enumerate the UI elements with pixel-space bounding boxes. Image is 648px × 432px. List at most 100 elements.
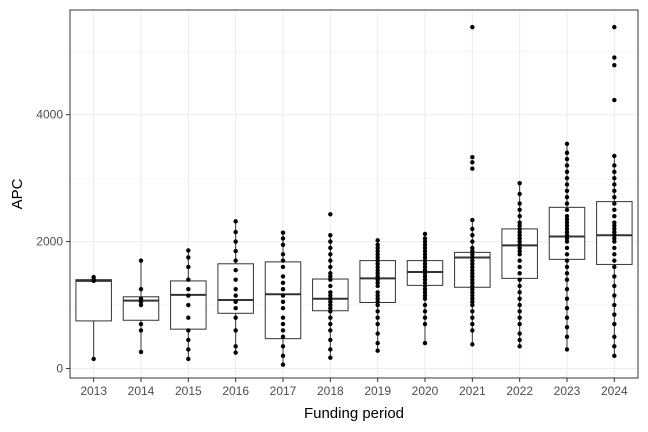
data-point	[422, 315, 428, 320]
data-point	[470, 217, 475, 223]
data-point	[233, 315, 238, 320]
data-point	[564, 236, 570, 241]
data-point	[612, 353, 617, 358]
data-point	[422, 286, 428, 292]
data-point	[138, 296, 144, 301]
data-point	[564, 150, 570, 155]
data-point	[422, 236, 428, 241]
data-point	[280, 230, 286, 235]
x-tick-label: 2016	[222, 384, 249, 398]
x-tick-label: 2015	[175, 384, 202, 398]
data-point	[375, 258, 380, 263]
data-point	[280, 344, 286, 349]
data-point	[186, 255, 191, 260]
data-point	[422, 302, 428, 308]
data-point	[517, 233, 522, 238]
data-point	[612, 252, 617, 257]
data-point	[612, 207, 617, 213]
data-point	[328, 355, 333, 360]
data-point	[328, 212, 333, 217]
data-point	[422, 293, 428, 298]
data-point	[328, 299, 333, 305]
data-point	[564, 163, 570, 168]
data-point	[564, 277, 570, 282]
data-point	[517, 226, 522, 232]
data-point	[280, 252, 286, 257]
x-tick-label: 2020	[412, 384, 439, 398]
data-point	[280, 299, 286, 305]
data-point	[517, 283, 522, 289]
data-point	[422, 258, 428, 263]
data-point	[612, 220, 617, 225]
data-point	[280, 274, 286, 279]
y-axis-title: APC	[9, 178, 26, 209]
data-point	[470, 309, 475, 314]
data-point	[328, 233, 333, 238]
data-point	[612, 312, 617, 317]
data-point	[564, 229, 570, 235]
data-point	[375, 321, 380, 327]
data-point	[470, 233, 475, 238]
data-point	[470, 226, 475, 232]
data-point	[328, 252, 333, 257]
data-point	[422, 231, 428, 237]
data-point	[422, 274, 428, 279]
data-point	[186, 264, 191, 270]
data-point	[612, 258, 617, 263]
data-point	[517, 207, 522, 213]
data-point	[470, 342, 475, 347]
data-point	[422, 321, 428, 327]
data-point	[612, 229, 617, 235]
data-point	[422, 252, 428, 257]
data-point	[422, 239, 428, 244]
data-point	[328, 306, 333, 311]
data-point	[470, 255, 475, 260]
data-point	[612, 239, 617, 244]
data-point	[233, 306, 238, 311]
data-point	[564, 207, 570, 213]
x-tick-label: 2013	[80, 384, 107, 398]
data-point	[517, 229, 522, 235]
data-point	[517, 331, 522, 336]
data-point	[564, 223, 570, 228]
data-point	[470, 283, 475, 289]
data-point	[470, 267, 475, 273]
data-point	[375, 245, 380, 251]
data-point	[375, 296, 380, 301]
data-point	[233, 293, 238, 298]
data-point	[470, 248, 475, 254]
data-point	[233, 258, 238, 263]
data-point	[422, 261, 428, 266]
data-point	[375, 261, 380, 266]
data-point	[280, 242, 286, 247]
data-point	[612, 182, 617, 187]
data-point	[612, 55, 617, 60]
data-point	[375, 290, 380, 295]
data-point	[375, 340, 380, 346]
x-axis: 2013 2014 2015 2016 2017 2018 2019 2020 2021 2022…	[80, 378, 628, 398]
data-point	[517, 223, 522, 228]
data-point	[612, 233, 617, 238]
data-point	[186, 315, 191, 320]
box-iqr	[75, 279, 112, 322]
data-point	[233, 239, 238, 244]
data-point	[517, 309, 522, 314]
data-point	[517, 191, 522, 197]
data-point	[186, 286, 191, 292]
data-point	[470, 290, 475, 295]
data-point	[375, 315, 380, 320]
data-point	[233, 344, 238, 349]
data-point	[612, 24, 617, 30]
data-point	[564, 156, 570, 162]
data-point	[375, 277, 380, 282]
data-point	[517, 277, 522, 282]
data-point	[280, 236, 286, 241]
data-point	[564, 175, 570, 181]
data-point	[517, 321, 522, 327]
x-tick-label: 2019	[364, 384, 391, 398]
data-point	[186, 356, 191, 362]
data-point	[233, 286, 238, 292]
data-point	[564, 182, 570, 187]
data-point	[470, 252, 475, 257]
data-point	[375, 248, 380, 254]
